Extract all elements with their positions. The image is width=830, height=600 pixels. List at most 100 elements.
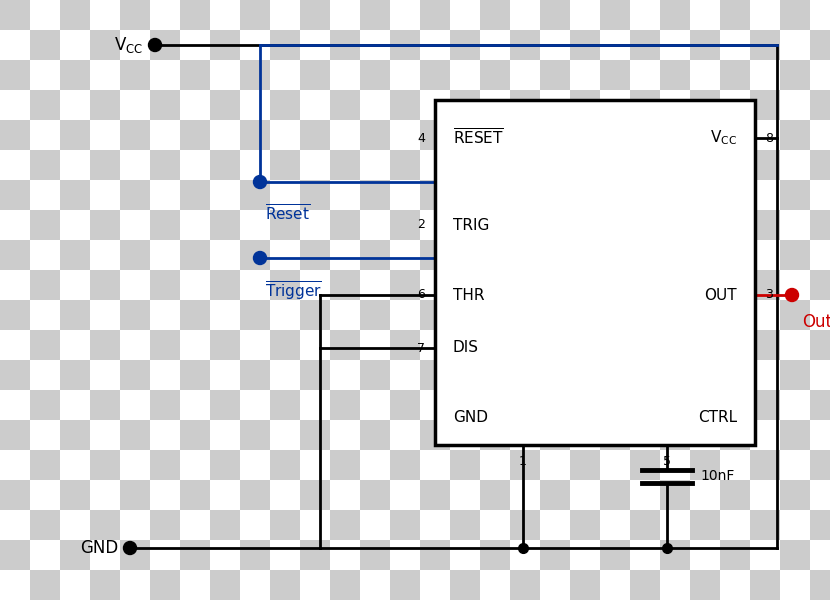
Bar [600, 300, 630, 330]
Bar [390, 480, 420, 510]
Bar [300, 210, 330, 240]
Bar [750, 210, 780, 240]
Bar [450, 210, 480, 240]
Bar [150, 300, 180, 330]
Bar [0, 90, 30, 120]
Bar [30, 210, 60, 240]
Bar [120, 570, 150, 600]
Bar [30, 390, 60, 420]
Bar [510, 330, 540, 360]
Bar [300, 120, 330, 150]
Bar [180, 360, 210, 390]
Bar [600, 570, 630, 600]
Bar [390, 270, 420, 300]
Bar [300, 90, 330, 120]
Bar [330, 0, 360, 30]
Bar [720, 420, 750, 450]
Bar [60, 240, 90, 270]
Bar [630, 150, 660, 180]
Bar [570, 510, 600, 540]
Bar [510, 510, 540, 540]
Bar [90, 30, 120, 60]
Bar [720, 60, 750, 90]
Bar [510, 60, 540, 90]
Bar [480, 510, 510, 540]
Bar [810, 360, 830, 390]
Bar [540, 510, 570, 540]
Bar [450, 270, 480, 300]
Bar [750, 300, 780, 330]
Bar [510, 90, 540, 120]
Bar [210, 450, 240, 480]
Bar [690, 330, 720, 360]
Bar [60, 480, 90, 510]
Bar [420, 360, 450, 390]
Bar [270, 60, 300, 90]
Bar [690, 60, 720, 90]
Bar [330, 60, 360, 90]
Bar [540, 120, 570, 150]
Bar [480, 540, 510, 570]
Bar [150, 210, 180, 240]
Bar [510, 570, 540, 600]
Bar [570, 300, 600, 330]
Bar [210, 0, 240, 30]
Bar [600, 0, 630, 30]
Bar [60, 300, 90, 330]
Bar [240, 120, 270, 150]
Bar [360, 510, 390, 540]
Bar [750, 330, 780, 360]
Bar [810, 330, 830, 360]
Bar [810, 390, 830, 420]
Bar [210, 60, 240, 90]
Bar [690, 180, 720, 210]
Bar [510, 420, 540, 450]
Bar [360, 150, 390, 180]
Bar [660, 240, 690, 270]
Circle shape [149, 38, 162, 52]
Bar [750, 120, 780, 150]
Bar [780, 270, 810, 300]
Bar [510, 150, 540, 180]
Bar [690, 390, 720, 420]
Bar [780, 390, 810, 420]
Bar [60, 30, 90, 60]
Bar [720, 90, 750, 120]
Bar [810, 180, 830, 210]
Bar [780, 420, 810, 450]
Bar [150, 180, 180, 210]
Bar [780, 510, 810, 540]
Bar [300, 390, 330, 420]
Bar [570, 450, 600, 480]
Bar [720, 180, 750, 210]
Text: $\overline{\mathsf{Trigger}}$: $\overline{\mathsf{Trigger}}$ [265, 280, 322, 303]
Bar [720, 450, 750, 480]
Bar [390, 120, 420, 150]
Bar [540, 330, 570, 360]
Bar [180, 540, 210, 570]
Bar [270, 510, 300, 540]
Bar [90, 510, 120, 540]
Bar [270, 240, 300, 270]
Bar [270, 360, 300, 390]
Bar [600, 420, 630, 450]
Bar [420, 270, 450, 300]
Bar [600, 390, 630, 420]
Bar [150, 390, 180, 420]
Bar [330, 540, 360, 570]
Bar [630, 60, 660, 90]
Bar [420, 180, 450, 210]
Bar [540, 240, 570, 270]
Bar [570, 210, 600, 240]
Bar [120, 270, 150, 300]
Bar [30, 120, 60, 150]
Bar [150, 570, 180, 600]
Bar [0, 390, 30, 420]
Bar [270, 30, 300, 60]
Circle shape [253, 175, 266, 188]
Bar [0, 240, 30, 270]
Bar [600, 270, 630, 300]
Bar [780, 540, 810, 570]
Bar [390, 0, 420, 30]
Bar [60, 120, 90, 150]
